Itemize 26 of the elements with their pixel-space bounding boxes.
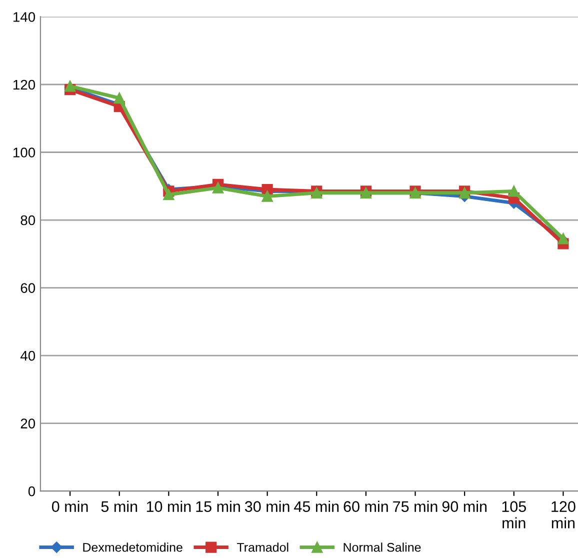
legend-label: Normal Saline [344, 542, 421, 552]
x-tick-label: 45 min [294, 500, 339, 512]
y-tick-label: 20 [20, 418, 36, 428]
legend-label: Dexmedetomidine [83, 542, 182, 552]
y-tick-label: 40 [20, 350, 36, 361]
y-tick-label: 0 [28, 486, 36, 496]
x-tick-label: 105 min [502, 501, 526, 528]
x-tick-label: 60 min [344, 500, 388, 512]
x-tick-label: 0 min [52, 500, 88, 512]
point [508, 186, 520, 197]
legend-label: Tramadol [236, 542, 288, 552]
point [163, 189, 174, 200]
x-tick-label: 30 min [244, 500, 290, 512]
x-tick-label: 10 min [146, 500, 191, 512]
y-tick-label: 100 [13, 148, 36, 158]
y-tick-label: 140 [13, 12, 36, 22]
point [262, 190, 273, 202]
x-tick-label: 90 min [442, 500, 487, 512]
x-tick-label: 120 min [552, 501, 576, 528]
y-tick-label: 80 [20, 215, 36, 226]
y-tick-label: 120 [13, 80, 36, 90]
x-tick-label: 5 min [101, 500, 138, 512]
y-tick-label: 60 [20, 283, 36, 293]
point [114, 92, 125, 104]
x-tick-label: 15 min [196, 500, 240, 512]
x-tick-label: 75 min [393, 500, 438, 512]
